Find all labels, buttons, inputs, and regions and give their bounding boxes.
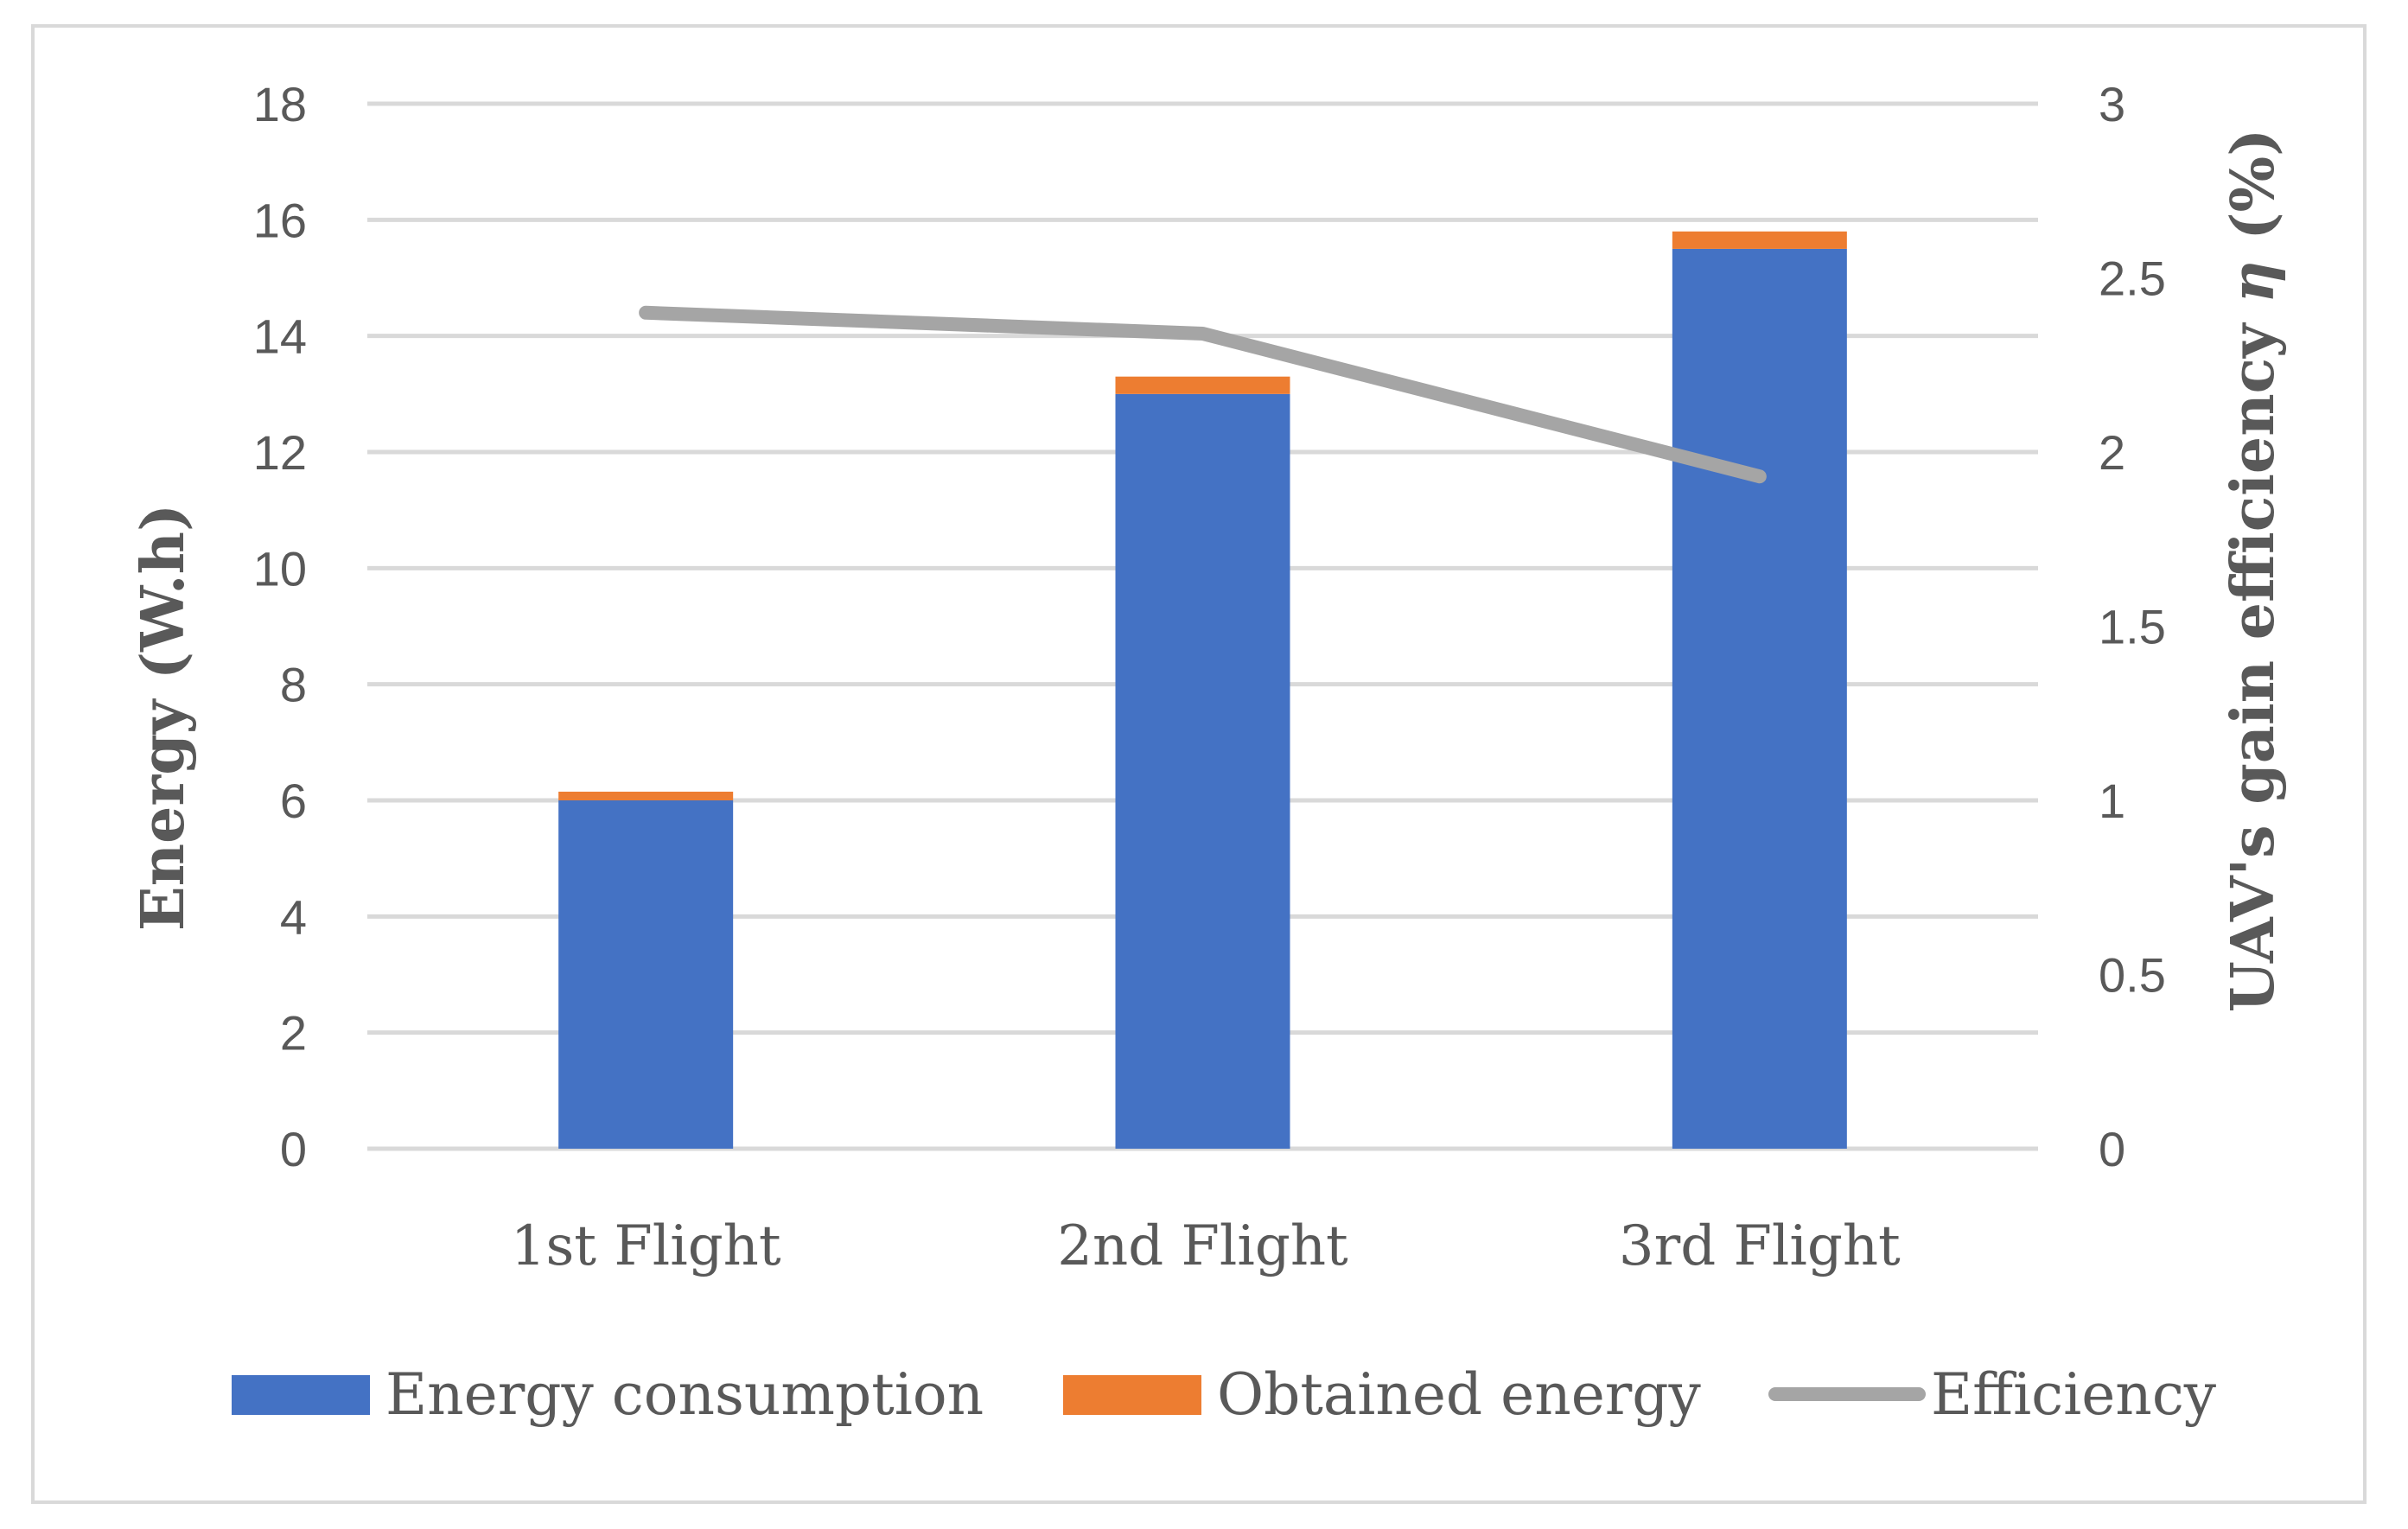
y2-tick-label: 1 bbox=[2099, 774, 2125, 828]
x-category-label: 1st Flight bbox=[511, 1214, 781, 1278]
bar-energy-consumption bbox=[558, 800, 734, 1149]
y-tick-label: 8 bbox=[280, 658, 307, 712]
legend-swatch-energy-consumption bbox=[232, 1375, 370, 1415]
legend-label: Efficiency bbox=[1931, 1361, 2217, 1428]
y2-axis-title: UAV's gain efficiency η (%) bbox=[2219, 129, 2288, 1013]
y2-tick-label: 3 bbox=[2099, 77, 2125, 131]
y-tick-label: 16 bbox=[253, 193, 307, 247]
y-tick-label: 6 bbox=[280, 774, 307, 828]
y-tick-label: 0 bbox=[280, 1122, 307, 1176]
bar-obtained-energy bbox=[1672, 231, 1847, 249]
x-category-label: 2nd Flight bbox=[1057, 1214, 1348, 1278]
y-tick-label: 4 bbox=[280, 889, 307, 944]
y2-tick-label: 0.5 bbox=[2099, 948, 2166, 1003]
y-tick-label: 14 bbox=[253, 309, 307, 364]
efficiency-series-line bbox=[639, 305, 1767, 484]
y-axis-title: Energy (W.h) bbox=[129, 504, 198, 931]
bar-energy-consumption bbox=[1115, 393, 1290, 1149]
legend: Energy consumption Obtained energy Efficie… bbox=[232, 1361, 2217, 1428]
bar-obtained-energy bbox=[1115, 376, 1290, 394]
y-tick-label: 12 bbox=[253, 425, 307, 480]
y-tick-label: 2 bbox=[280, 1006, 307, 1061]
legend-label: Energy consumption bbox=[385, 1361, 984, 1428]
legend-swatch-obtained-energy bbox=[1063, 1375, 1201, 1415]
y2-tick-label: 1.5 bbox=[2099, 600, 2166, 654]
left-axis-ticks: 0 2 4 6 8 10 12 14 16 18 bbox=[253, 77, 307, 1176]
right-axis-ticks: 0 0.5 1 1.5 2 2.5 3 bbox=[2099, 77, 2166, 1176]
y-tick-label: 18 bbox=[253, 77, 307, 131]
x-category-label: 3rd Flight bbox=[1619, 1214, 1901, 1278]
y2-tick-label: 0 bbox=[2099, 1122, 2125, 1176]
efficiency-line bbox=[639, 305, 1767, 484]
bars bbox=[558, 231, 1847, 1150]
category-labels: 1st Flight 2nd Flight 3rd Flight bbox=[511, 1214, 1901, 1278]
y-tick-label: 10 bbox=[253, 541, 307, 596]
bar-energy-consumption bbox=[1672, 248, 1847, 1150]
y2-tick-label: 2.5 bbox=[2099, 252, 2166, 306]
legend-label: Obtained energy bbox=[1217, 1361, 1702, 1428]
y2-tick-label: 2 bbox=[2099, 425, 2125, 480]
bar-obtained-energy bbox=[558, 791, 734, 800]
